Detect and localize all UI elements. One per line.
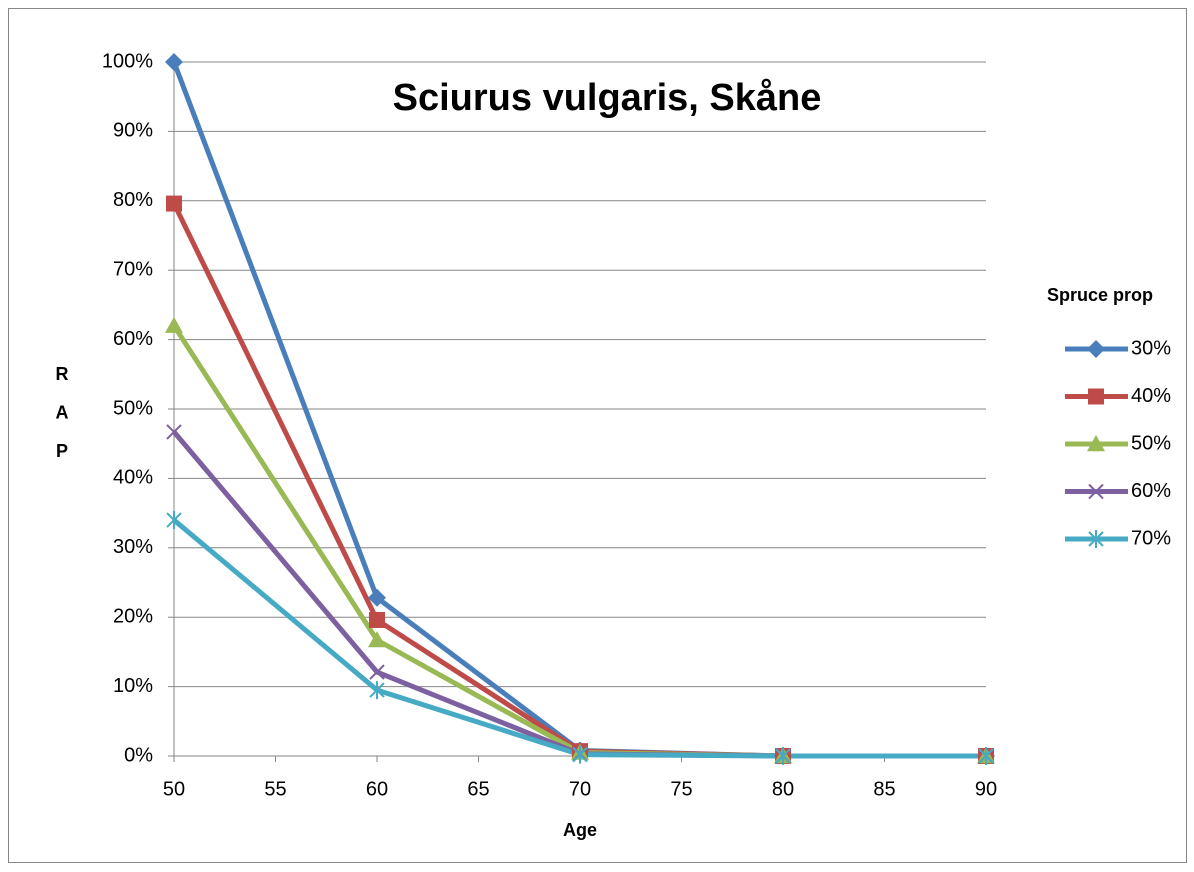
x-axis-label: Age (563, 820, 597, 840)
marker (572, 745, 588, 764)
legend-label: 30% (1131, 337, 1171, 359)
marker (369, 611, 385, 628)
marker (165, 53, 183, 71)
legend-label: 60% (1131, 480, 1171, 502)
legend-label: 50% (1131, 432, 1171, 454)
y-tick-label: 20% (113, 605, 153, 627)
x-tick-label: 60 (366, 778, 388, 800)
y-tick-label: 50% (113, 397, 153, 419)
legend-title: Spruce prop (1047, 285, 1153, 305)
marker (369, 664, 385, 680)
legend-marker (1087, 340, 1105, 358)
y-tick-label: 0% (124, 744, 153, 766)
x-tick-label: 55 (264, 778, 286, 800)
legend-item: 70% (1065, 527, 1171, 549)
marker (368, 631, 386, 648)
legend-item: 50% (1065, 432, 1171, 454)
x-tick-label: 80 (772, 778, 794, 800)
marker (369, 681, 385, 700)
marker (165, 316, 183, 333)
legend-item: 60% (1065, 480, 1171, 502)
x-tick-label: 85 (873, 778, 895, 800)
legend-label: 40% (1131, 385, 1171, 407)
marker (166, 511, 182, 530)
legend-item: 40% (1065, 385, 1171, 407)
x-tick-label: 70 (569, 778, 591, 800)
marker (775, 747, 791, 765)
x-tick-label: 90 (975, 778, 997, 800)
chart-border (8, 8, 1187, 863)
x-tick-label: 75 (670, 778, 692, 800)
y-tick-label: 40% (113, 467, 153, 489)
y-tick-label: 60% (113, 328, 153, 350)
y-tick-label: 70% (113, 258, 153, 280)
legend-marker (1088, 388, 1104, 405)
marker (166, 195, 182, 212)
y-tick-label: 30% (113, 536, 153, 558)
legend-label: 70% (1131, 527, 1171, 549)
chart-title: Sciurus vulgaris, Skåne (393, 77, 822, 119)
marker (978, 747, 994, 765)
x-tick-label: 50 (163, 778, 185, 800)
y-tick-label: 10% (113, 675, 153, 697)
y-tick-label: 90% (113, 120, 153, 142)
y-tick-label: 100% (102, 50, 153, 72)
legend-item: 30% (1065, 337, 1171, 359)
marker (368, 588, 386, 607)
y-tick-label: 80% (113, 189, 153, 211)
legend-marker (1088, 530, 1104, 548)
legend-marker (1087, 435, 1105, 452)
legend-marker (1088, 483, 1104, 500)
marker (166, 424, 182, 440)
x-tick-label: 65 (467, 778, 489, 800)
